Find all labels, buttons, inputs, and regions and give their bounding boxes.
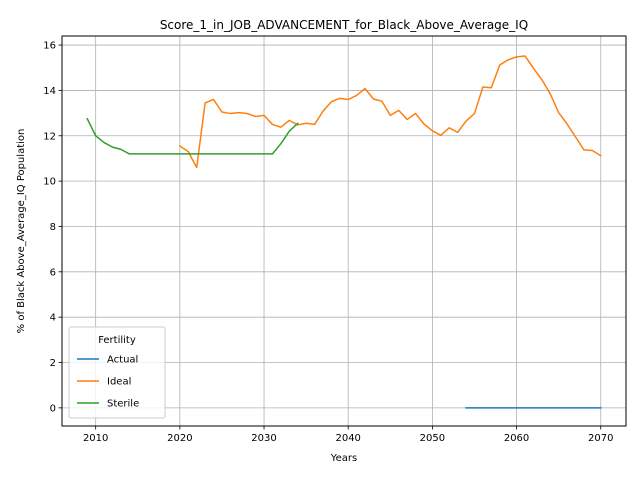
x-tick-label: 2070 [588, 433, 613, 444]
x-axis: 2010 2020 2030 2040 2050 2060 2070 [83, 426, 613, 444]
y-axis-label: % of Black Above_Average_IQ Population [16, 129, 27, 334]
y-tick-label: 14 [43, 86, 56, 97]
x-tick-label: 2040 [335, 433, 360, 444]
legend-label-sterile: Sterile [107, 399, 139, 410]
y-tick-label: 10 [43, 177, 56, 188]
y-tick-label: 16 [43, 41, 56, 52]
y-tick-label: 12 [43, 131, 56, 142]
x-tick-label: 2060 [504, 433, 529, 444]
legend-label-actual: Actual [107, 355, 138, 366]
x-tick-label: 2010 [83, 433, 108, 444]
legend: Fertility Actual Ideal Sterile [68, 326, 166, 419]
y-tick-label: 0 [50, 403, 56, 414]
chart-title: Score_1_in_JOB_ADVANCEMENT_for_Black_Abo… [160, 18, 528, 32]
y-axis: 0 2 4 6 8 10 12 14 16 [43, 41, 62, 414]
x-axis-label: Years [330, 453, 357, 464]
legend-label-ideal: Ideal [107, 377, 131, 388]
y-tick-label: 8 [50, 222, 56, 233]
series-layer [86, 55, 602, 409]
y-tick-label: 2 [50, 358, 56, 369]
y-tick-label: 4 [50, 313, 56, 324]
series-line-ideal [178, 55, 602, 169]
legend-title: Fertility [98, 335, 136, 346]
plot-frame [61, 35, 627, 427]
grid [62, 36, 626, 426]
x-tick-label: 2030 [251, 433, 276, 444]
x-tick-label: 2050 [420, 433, 445, 444]
series-line-sterile [86, 117, 299, 155]
x-tick-label: 2020 [167, 433, 192, 444]
legend-box [68, 326, 166, 419]
y-tick-label: 6 [50, 267, 56, 278]
